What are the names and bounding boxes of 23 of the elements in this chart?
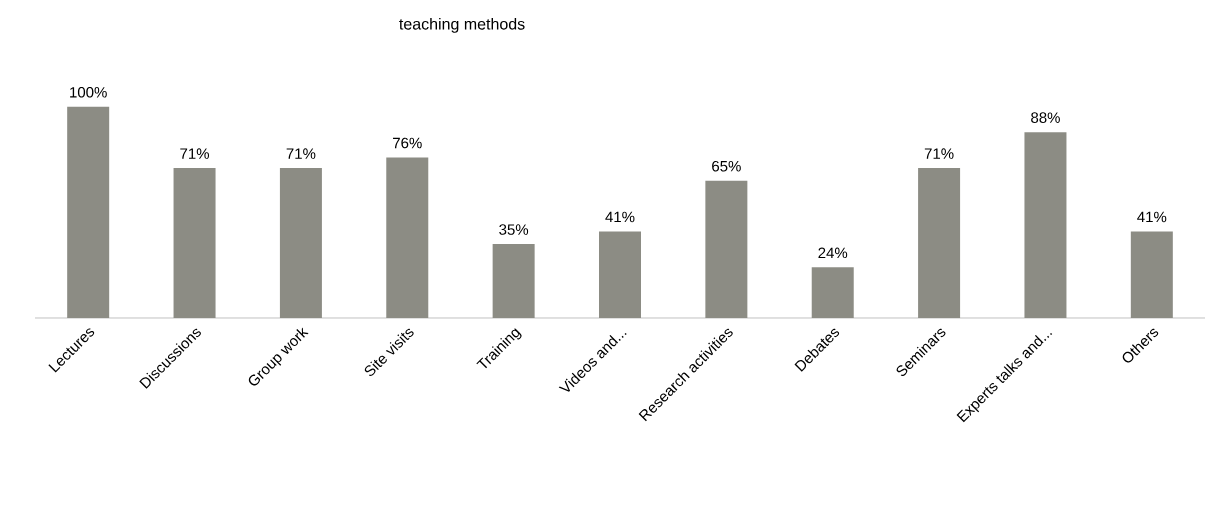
- data-label: 24%: [818, 247, 848, 259]
- bar: [492, 244, 535, 318]
- data-label: 41%: [605, 211, 635, 223]
- bar: [918, 168, 961, 318]
- data-label: 71%: [924, 148, 954, 159]
- bar: [599, 231, 641, 318]
- bar: [705, 180, 748, 318]
- data-label: 76%: [393, 137, 422, 149]
- bar: [173, 168, 216, 318]
- chart-title: teaching methods: [399, 17, 525, 33]
- bar: [279, 168, 322, 318]
- data-label: 35%: [499, 224, 529, 235]
- data-label: 41%: [1137, 211, 1167, 223]
- data-label: 65%: [712, 160, 741, 172]
- data-label: 88%: [1031, 112, 1060, 123]
- data-label: 71%: [180, 148, 210, 159]
- bar: [1024, 132, 1067, 318]
- bar: [1130, 231, 1173, 318]
- data-label: 100%: [70, 86, 107, 98]
- bar: [67, 106, 110, 318]
- data-label: 71%: [286, 148, 316, 159]
- bar: [386, 157, 429, 318]
- bar: [811, 267, 854, 318]
